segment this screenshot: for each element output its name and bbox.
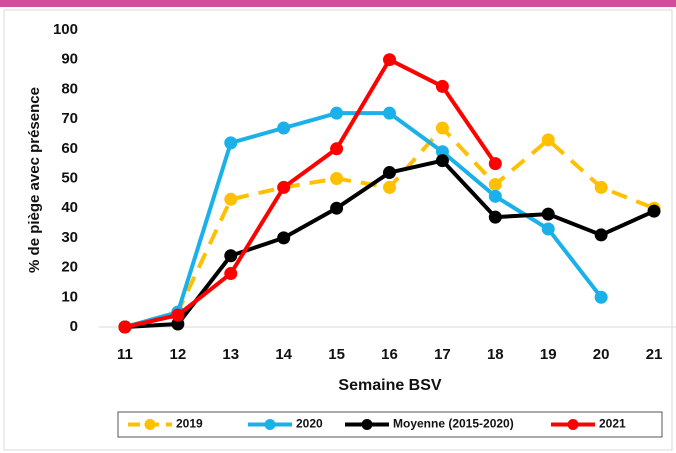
x-tick-label: 21 xyxy=(646,346,663,363)
y-tick-label: 0 xyxy=(70,318,78,335)
x-tick-label: 17 xyxy=(434,346,451,363)
point xyxy=(330,201,344,215)
y-tick-label: 80 xyxy=(61,80,78,97)
legend-marker xyxy=(264,419,276,430)
y-tick-label: 50 xyxy=(61,169,78,186)
point xyxy=(171,317,185,331)
y-tick-label: 90 xyxy=(61,51,78,68)
point xyxy=(435,79,449,93)
point xyxy=(224,249,238,263)
y-tick-label: 60 xyxy=(61,140,78,157)
y-tick-label: 30 xyxy=(61,229,78,246)
x-tick-label: 20 xyxy=(593,346,610,363)
point xyxy=(594,290,608,304)
legend-label: 2019 xyxy=(176,417,203,431)
point xyxy=(435,154,449,168)
point xyxy=(171,308,185,322)
y-tick-label: 70 xyxy=(61,110,78,127)
legend-label: 2021 xyxy=(599,417,626,431)
legend-marker xyxy=(361,419,373,430)
point xyxy=(277,121,291,135)
x-tick-label: 12 xyxy=(170,346,187,363)
x-tick-label: 18 xyxy=(487,346,504,363)
y-tick-label: 20 xyxy=(61,259,78,276)
point xyxy=(118,320,132,334)
x-tick-label: 19 xyxy=(540,346,557,363)
x-tick-label: 11 xyxy=(117,346,133,363)
series-line xyxy=(124,111,603,329)
point xyxy=(541,207,555,221)
legend-box xyxy=(117,411,663,438)
y-tick-label: 10 xyxy=(61,288,78,305)
point xyxy=(541,222,555,236)
point xyxy=(330,172,344,185)
x-tick-label: 15 xyxy=(328,346,345,363)
point xyxy=(277,231,291,245)
point xyxy=(224,136,238,150)
point xyxy=(541,133,555,147)
point xyxy=(488,177,502,191)
point xyxy=(647,204,661,218)
point xyxy=(488,157,502,171)
point xyxy=(383,166,396,180)
x-tick-label: 13 xyxy=(222,346,239,363)
point xyxy=(330,142,344,156)
y-tick-label: 100 xyxy=(53,21,78,38)
legend-marker xyxy=(567,419,579,430)
point xyxy=(277,180,291,194)
point xyxy=(224,267,238,281)
point xyxy=(383,106,396,120)
series-line xyxy=(124,57,497,329)
top-bar xyxy=(0,0,676,7)
y-tick-label: 40 xyxy=(61,199,78,216)
point xyxy=(435,145,449,159)
point xyxy=(383,180,396,194)
chart-border xyxy=(3,9,673,451)
point xyxy=(224,192,238,206)
point xyxy=(435,121,449,135)
y-axis-label: % de piège avec présence xyxy=(26,87,43,273)
x-tick-label: 14 xyxy=(275,346,292,363)
legend-marker xyxy=(144,419,156,430)
legend-label: 2020 xyxy=(296,417,323,431)
point xyxy=(383,53,396,67)
point xyxy=(330,106,344,120)
x-axis-label: Semaine BSV xyxy=(338,377,441,394)
point xyxy=(488,189,502,203)
point xyxy=(594,228,608,242)
legend-label: Moyenne (2015-2020) xyxy=(393,417,514,431)
point xyxy=(488,210,502,224)
x-tick-label: 16 xyxy=(381,346,398,363)
point xyxy=(594,180,608,194)
